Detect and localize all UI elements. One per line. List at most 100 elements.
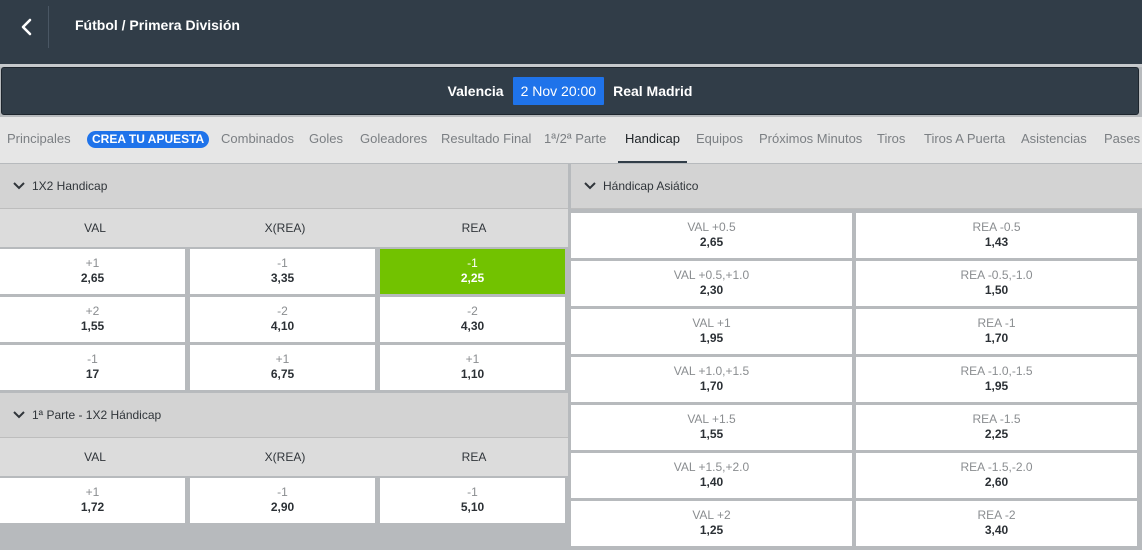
odds-button[interactable]: VAL +2 1,25 <box>571 501 852 546</box>
tab-goleadores[interactable]: Goleadores <box>360 131 428 146</box>
odds-value: 17 <box>85 367 100 381</box>
back-button[interactable] <box>12 10 42 44</box>
odds-value: 1,55 <box>699 427 724 441</box>
odds-value: 1,40 <box>699 475 724 489</box>
handicap-line: +1 <box>275 352 290 366</box>
odds-button[interactable]: REA -0.5 1,43 <box>856 213 1137 258</box>
handicap-line: -2 <box>467 304 478 318</box>
tab-crea-tu-apuesta[interactable]: CREA TU APUESTA <box>87 117 210 163</box>
handicap-line: -1 <box>277 485 288 499</box>
handicap-line: -1 <box>87 352 98 366</box>
odds-button[interactable]: -1 5,10 <box>380 478 565 523</box>
odds-button[interactable]: VAL +1.0,+1.5 1,70 <box>571 357 852 402</box>
column-header: REA <box>380 209 568 247</box>
tab-tiros[interactable]: Tiros <box>877 131 906 146</box>
top-bar: Fútbol / Primera División <box>0 0 1142 64</box>
tab-equipos[interactable]: Equipos <box>696 131 743 146</box>
odds-button[interactable]: REA -1.5 2,25 <box>856 405 1137 450</box>
odds-value: 2,60 <box>984 475 1009 489</box>
handicap-line: -2 <box>277 304 288 318</box>
section-first-half-handicap-toggle[interactable]: 1ª Parte - 1X2 Hándicap <box>0 393 568 438</box>
tab-combinados[interactable]: Combinados <box>221 131 294 146</box>
odds-value: 1,25 <box>699 523 724 537</box>
section-title: 1X2 Handicap <box>32 179 108 193</box>
odds-button[interactable]: +1 1,10 <box>380 345 565 390</box>
tab-goles[interactable]: Goles <box>309 131 343 146</box>
section-title: Hándicap Asiático <box>603 179 699 193</box>
tab-handicap[interactable]: Handicap <box>618 117 687 163</box>
odds-button[interactable]: +1 2,65 <box>0 249 185 294</box>
tab-tiros-a-puerta[interactable]: Tiros A Puerta <box>924 131 1006 146</box>
match-date-badge: 2 Nov 20:00 <box>512 77 605 105</box>
odds-value: 3,35 <box>270 271 295 285</box>
tab-resultado-final[interactable]: Resultado Final <box>441 131 532 146</box>
odds-button[interactable]: VAL +1.5,+2.0 1,40 <box>571 453 852 498</box>
odds-button[interactable]: VAL +0.5 2,65 <box>571 213 852 258</box>
odds-value: 1,43 <box>984 235 1009 249</box>
odds-button[interactable]: VAL +0.5,+1.0 2,30 <box>571 261 852 306</box>
odds-button[interactable]: -2 4,10 <box>190 297 375 342</box>
odds-value: 5,10 <box>460 500 485 514</box>
odds-value: 2,25 <box>984 427 1009 441</box>
crea-tu-apuesta-pill: CREA TU APUESTA <box>87 131 210 148</box>
handicap-line: +1 <box>85 256 100 270</box>
tab-pases[interactable]: Pases <box>1104 131 1141 146</box>
handicap-line: REA -2 <box>977 508 1016 522</box>
column-header: X(REA) <box>190 438 380 476</box>
odds-button[interactable]: +1 1,72 <box>0 478 185 523</box>
odds-button[interactable]: -1 17 <box>0 345 185 390</box>
odds-button[interactable]: REA -0.5,-1.0 1,50 <box>856 261 1137 306</box>
tab-primera-segunda-parte[interactable]: 1ª/2ª Parte <box>544 131 607 146</box>
odds-button[interactable]: -1 2,90 <box>190 478 375 523</box>
odds-button[interactable]: REA -2 3,40 <box>856 501 1137 546</box>
odds-value: 2,90 <box>270 500 295 514</box>
handicap-line: REA -1.0,-1.5 <box>960 364 1033 378</box>
chevron-left-icon <box>21 18 32 36</box>
odds-button-selected[interactable]: -1 2,25 <box>380 249 565 294</box>
tab-asistencias[interactable]: Asistencias <box>1021 131 1087 146</box>
odds-value: 4,30 <box>460 319 485 333</box>
handicap-line: VAL +0.5 <box>687 220 736 234</box>
handicap-line: -1 <box>467 485 478 499</box>
section-1x2-handicap-toggle[interactable]: 1X2 Handicap <box>0 164 568 209</box>
divider <box>48 6 49 48</box>
handicap-line: -1 <box>467 256 478 270</box>
odds-value: 1,95 <box>984 379 1009 393</box>
column-header: VAL <box>0 209 190 247</box>
odds-value: 3,40 <box>984 523 1009 537</box>
odds-button[interactable]: VAL +1 1,95 <box>571 309 852 354</box>
tab-principales[interactable]: Principales <box>7 131 71 146</box>
odds-button[interactable]: +1 6,75 <box>190 345 375 390</box>
handicap-line: VAL +1 <box>692 316 731 330</box>
odds-button[interactable]: REA -1.5,-2.0 2,60 <box>856 453 1137 498</box>
chevron-down-icon <box>13 411 25 419</box>
handicap-line: -1 <box>277 256 288 270</box>
odds-button[interactable]: -2 4,30 <box>380 297 565 342</box>
odds-button[interactable]: -1 3,35 <box>190 249 375 294</box>
handicap-line: VAL +1.5,+2.0 <box>673 460 750 474</box>
tab-proximos-minutos[interactable]: Próximos Minutos <box>759 131 863 146</box>
column-header: X(REA) <box>190 209 380 247</box>
chevron-down-icon <box>13 182 25 190</box>
away-team: Real Madrid <box>613 83 693 99</box>
handicap-line: VAL +2 <box>692 508 731 522</box>
odds-button[interactable]: REA -1 1,70 <box>856 309 1137 354</box>
odds-value: 1,95 <box>699 331 724 345</box>
column-header: REA <box>380 438 568 476</box>
section-title: 1ª Parte - 1X2 Hándicap <box>32 408 162 422</box>
odds-value: 6,75 <box>270 367 295 381</box>
section-asian-handicap-toggle[interactable]: Hándicap Asiático <box>571 164 1142 209</box>
handicap-line: +1 <box>465 352 480 366</box>
odds-button[interactable]: VAL +1.5 1,55 <box>571 405 852 450</box>
odds-value: 2,65 <box>699 235 724 249</box>
match-header: Valencia 2 Nov 20:00 Real Madrid <box>1 67 1139 115</box>
chevron-down-icon <box>584 182 596 190</box>
handicap-line: REA -0.5 <box>972 220 1021 234</box>
odds-button[interactable]: +2 1,55 <box>0 297 185 342</box>
odds-value: 1,50 <box>984 283 1009 297</box>
home-team: Valencia <box>447 83 504 99</box>
odds-value: 1,72 <box>80 500 105 514</box>
odds-button[interactable]: REA -1.0,-1.5 1,95 <box>856 357 1137 402</box>
market-tabs: Principales CREA TU APUESTA Combinados G… <box>0 117 1142 163</box>
odds-value: 2,30 <box>699 283 724 297</box>
